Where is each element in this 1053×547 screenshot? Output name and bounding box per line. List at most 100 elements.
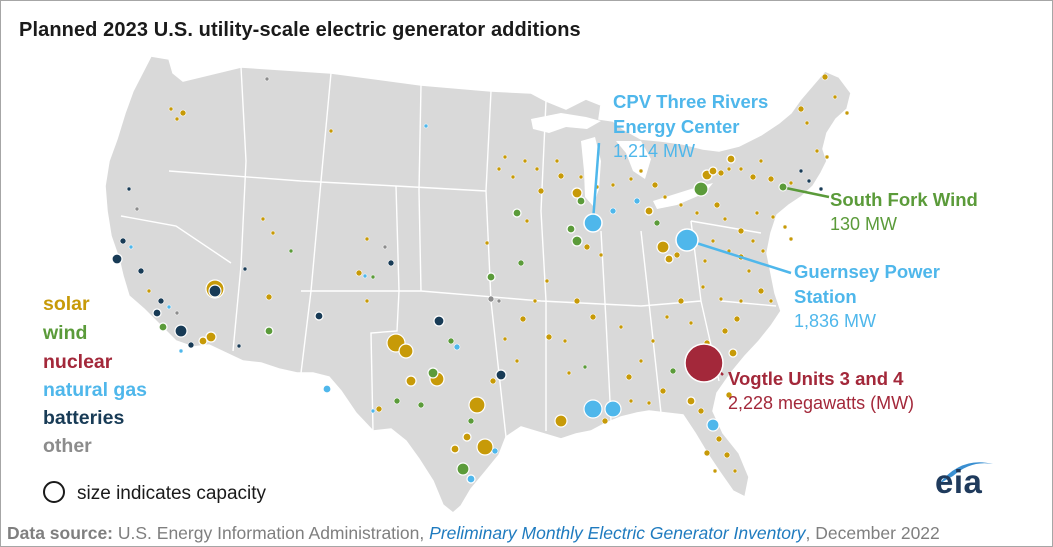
generator-dot [628, 176, 634, 182]
generator-dot [737, 227, 745, 235]
generator-dot [417, 401, 425, 409]
generator-dot [746, 268, 752, 274]
generator-dot [433, 315, 445, 327]
generator-dot [484, 240, 490, 246]
generator-dot [476, 438, 494, 456]
data-source-note: Data source: U.S. Energy Information Adm… [7, 523, 940, 544]
generator-dot [710, 238, 716, 244]
cpv-three-rivers-marker [583, 213, 603, 233]
generator-dot [715, 435, 723, 443]
generator-dot [502, 336, 508, 342]
generator-dot [760, 248, 766, 254]
generator-dot [119, 237, 127, 245]
generator-dot [725, 391, 733, 399]
generator-dot [583, 243, 591, 251]
source-label: Data source: [7, 523, 114, 543]
generator-dot [545, 333, 553, 341]
eia-logo-swoosh [939, 462, 993, 484]
generator-dot [355, 269, 363, 277]
legend-natural-gas: natural gas [43, 379, 148, 401]
generator-dot [664, 314, 670, 320]
generator-dot [804, 120, 810, 126]
generator-dot [453, 343, 461, 351]
generator-dot [767, 175, 775, 183]
generator-dot [610, 182, 616, 188]
generator-dot [728, 348, 738, 358]
generator-dot [486, 272, 496, 282]
generator-dots [111, 73, 850, 484]
generator-dot [168, 106, 174, 112]
generator-dot [738, 166, 744, 172]
generator-dot [364, 236, 370, 242]
generator-dot [628, 398, 634, 404]
generator-dot [702, 258, 708, 264]
generator-dot [578, 174, 584, 180]
generator-dot [662, 194, 668, 200]
generator-dot [571, 187, 583, 199]
generator-dot [562, 338, 568, 344]
generator-dot [242, 266, 248, 272]
generator-dot [532, 298, 538, 304]
generator-dot [609, 207, 617, 215]
cpv-callout-title-line2: Energy Center [613, 116, 740, 137]
generator-dot [566, 370, 572, 376]
generator-dot [750, 238, 756, 244]
source-date: , December 2022 [805, 523, 940, 543]
generator-dot [717, 169, 725, 177]
generator-dot [721, 327, 729, 335]
generator-dot [427, 367, 439, 379]
generator-dot [174, 116, 180, 122]
generator-dot [375, 405, 383, 413]
generator-dot [146, 288, 152, 294]
generator-dot [270, 230, 276, 236]
generator-dot [137, 267, 145, 275]
generator-dot [618, 324, 624, 330]
generator-dot [187, 341, 195, 349]
lake-superior [531, 113, 601, 133]
generator-dot [236, 343, 242, 349]
generator-dot [364, 298, 370, 304]
generator-dot [651, 181, 659, 189]
generator-dot [754, 210, 760, 216]
generator-dot [264, 326, 274, 336]
generator-dot [656, 240, 670, 254]
source-publication[interactable]: Preliminary Monthly Electric Generator I… [429, 523, 806, 543]
generator-dot [782, 224, 788, 230]
generator-dot [723, 451, 731, 459]
legend-batteries: batteries [43, 407, 125, 429]
generator-dot [496, 298, 502, 304]
south-fork-callout-title: South Fork Wind [830, 189, 978, 210]
generator-dot [554, 158, 560, 164]
cpv-callout-title-line1: CPV Three Rivers [613, 91, 769, 112]
generator-dot [571, 235, 583, 247]
legend-solar: solar [43, 293, 90, 315]
generator-dot [205, 331, 217, 343]
generator-dot [322, 384, 332, 394]
generator-dot [466, 474, 476, 484]
generator-dot [450, 444, 460, 454]
generator-dot [456, 462, 470, 476]
generator-dot [700, 284, 706, 290]
generator-dot [423, 123, 429, 129]
generator-dot [694, 210, 700, 216]
generator-dot [152, 308, 162, 318]
generator-dot [669, 367, 677, 375]
generator-dot [158, 322, 168, 332]
generator-dot [314, 311, 324, 321]
legend-wind: wind [43, 322, 88, 344]
generator-dot [818, 186, 824, 192]
generator-dot [573, 297, 581, 305]
cpv-callout-value: 1,214 MW [613, 141, 696, 161]
generator-dot [487, 295, 495, 303]
generator-dot [638, 358, 644, 364]
vogtle-marker [684, 343, 724, 383]
generator-dot [738, 298, 744, 304]
generator-dot [722, 216, 728, 222]
generator-dot [806, 178, 812, 184]
state-lines [120, 66, 777, 438]
generator-dot [502, 154, 508, 160]
south-fork-leader-line [780, 185, 830, 199]
guernsey-callout-title-line2: Station [794, 286, 857, 307]
generator-dot [758, 158, 764, 164]
